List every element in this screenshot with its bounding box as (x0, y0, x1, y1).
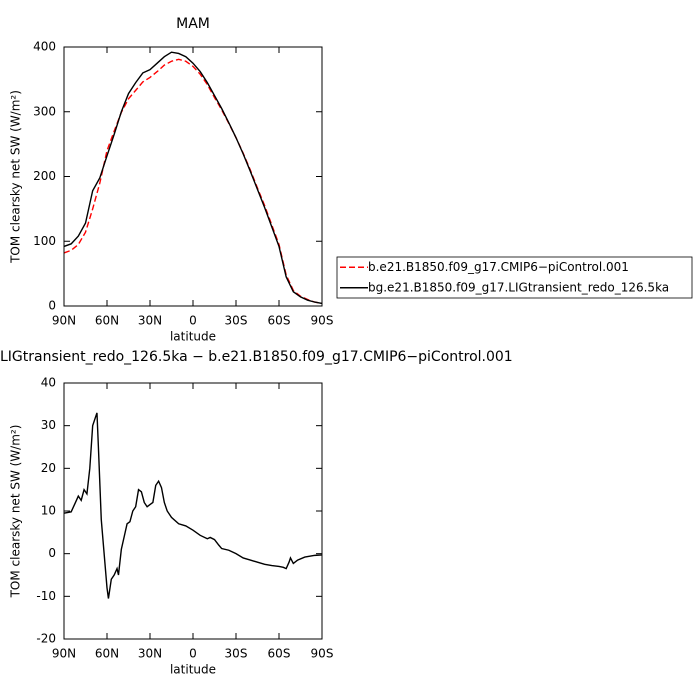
x-tick-label: 30S (225, 314, 248, 328)
x-tick-label: 30N (138, 314, 162, 328)
x-tick-label: 90S (311, 314, 334, 328)
plot-frame (63, 382, 323, 640)
y-tick-label: 100 (33, 234, 56, 248)
x-tick-label: 0 (189, 647, 197, 661)
y-tick-label: 40 (41, 376, 56, 390)
data-line (63, 51, 323, 305)
chart-title: MAM (176, 16, 210, 32)
x-axis-label: latitude (170, 663, 216, 677)
y-tick-label: 20 (41, 461, 56, 475)
legend-box (336, 256, 693, 299)
x-tick-label: 30N (138, 647, 162, 661)
data-line (63, 412, 323, 599)
y-tick-label: 10 (41, 504, 56, 518)
x-tick-label: 60N (95, 647, 119, 661)
y-tick-label: 200 (33, 169, 56, 183)
y-tick-label: 300 (33, 104, 56, 118)
y-axis-label: TOM clearsky net SW (W/m²) (9, 90, 23, 264)
y-tick-label: 0 (48, 546, 56, 560)
y-tick-label: 400 (33, 40, 56, 54)
x-tick-label: 0 (189, 314, 197, 328)
chart-title: LIGtransient_redo_126.5ka − b.e21.B1850.… (0, 349, 513, 365)
x-axis-label: latitude (170, 330, 216, 344)
x-tick-label: 60S (268, 647, 291, 661)
x-tick-label: 30S (225, 647, 248, 661)
y-tick-label: 30 (41, 418, 56, 432)
x-tick-label: 60S (268, 314, 291, 328)
x-tick-label: 90N (52, 647, 76, 661)
y-tick-label: 0 (48, 299, 56, 313)
y-axis-label: TOM clearsky net SW (W/m²) (9, 425, 23, 599)
y-tick-label: -20 (36, 632, 56, 646)
legend-label: bg.e21.B1850.f09_g17.LIGtransient_redo_1… (368, 280, 669, 294)
y-tick-label: -10 (36, 589, 56, 603)
x-tick-label: 60N (95, 314, 119, 328)
legend-label: b.e21.B1850.f09_g17.CMIP6−piControl.001 (368, 260, 629, 274)
x-tick-label: 90S (311, 647, 334, 661)
plot-frame (63, 46, 323, 307)
x-tick-label: 90N (52, 314, 76, 328)
